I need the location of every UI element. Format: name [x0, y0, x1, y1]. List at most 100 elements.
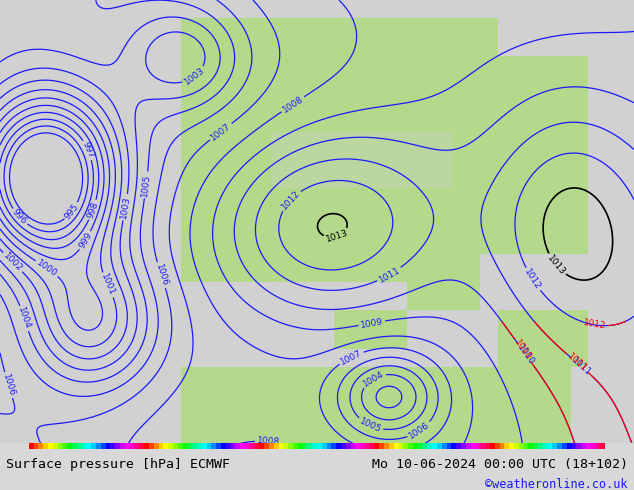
Bar: [600, 443, 605, 449]
Bar: [548, 443, 552, 449]
Bar: [504, 443, 509, 449]
Bar: [327, 443, 332, 449]
Bar: [221, 443, 226, 449]
Bar: [509, 443, 514, 449]
Text: 1012: 1012: [582, 318, 606, 331]
Text: 1008: 1008: [281, 94, 305, 114]
Bar: [216, 443, 221, 449]
Bar: [451, 443, 456, 449]
Text: 1011: 1011: [566, 352, 589, 374]
Bar: [53, 443, 58, 449]
Text: ©weatheronline.co.uk: ©weatheronline.co.uk: [485, 478, 628, 490]
Text: 1010: 1010: [515, 343, 536, 367]
Text: Surface pressure [hPa] ECMWF: Surface pressure [hPa] ECMWF: [6, 458, 230, 471]
Bar: [125, 443, 130, 449]
Bar: [187, 443, 192, 449]
Bar: [543, 443, 548, 449]
Bar: [39, 443, 43, 449]
Bar: [581, 443, 586, 449]
Bar: [356, 443, 360, 449]
Bar: [375, 443, 379, 449]
Text: 998: 998: [86, 200, 100, 220]
Bar: [58, 443, 62, 449]
Text: 1011: 1011: [377, 265, 401, 284]
Bar: [101, 443, 106, 449]
Bar: [245, 443, 250, 449]
Text: 1003: 1003: [119, 195, 132, 219]
Bar: [139, 443, 144, 449]
Text: 1006: 1006: [408, 420, 432, 441]
Bar: [485, 443, 490, 449]
Bar: [62, 443, 67, 449]
Bar: [562, 443, 567, 449]
Bar: [332, 443, 336, 449]
Bar: [269, 443, 274, 449]
Bar: [115, 443, 120, 449]
Bar: [43, 443, 48, 449]
Bar: [322, 443, 327, 449]
Bar: [110, 443, 115, 449]
Bar: [288, 443, 293, 449]
Bar: [365, 443, 370, 449]
Bar: [384, 443, 389, 449]
Bar: [476, 443, 481, 449]
Bar: [389, 443, 394, 449]
Bar: [298, 443, 302, 449]
Bar: [158, 443, 164, 449]
Bar: [399, 443, 403, 449]
Bar: [519, 443, 524, 449]
Bar: [293, 443, 298, 449]
Bar: [461, 443, 466, 449]
Text: 1007: 1007: [339, 348, 363, 367]
Bar: [418, 443, 423, 449]
Bar: [226, 443, 231, 449]
Bar: [379, 443, 384, 449]
Bar: [173, 443, 178, 449]
Bar: [211, 443, 216, 449]
Bar: [283, 443, 288, 449]
Bar: [500, 443, 504, 449]
Text: 1001: 1001: [100, 272, 117, 297]
Bar: [153, 443, 158, 449]
Bar: [456, 443, 461, 449]
Bar: [96, 443, 101, 449]
Bar: [466, 443, 470, 449]
Text: 1008: 1008: [257, 436, 280, 447]
Bar: [168, 443, 173, 449]
Text: Mo 10-06-2024 00:00 UTC (18+102): Mo 10-06-2024 00:00 UTC (18+102): [372, 458, 628, 471]
Bar: [312, 443, 317, 449]
Text: 999: 999: [77, 231, 94, 250]
Bar: [437, 443, 442, 449]
Bar: [255, 443, 259, 449]
Bar: [130, 443, 134, 449]
Bar: [82, 443, 86, 449]
Bar: [567, 443, 572, 449]
Bar: [524, 443, 528, 449]
Text: 1012: 1012: [522, 268, 543, 292]
Bar: [307, 443, 312, 449]
Text: 1010: 1010: [512, 338, 533, 362]
Bar: [106, 443, 110, 449]
Text: 1009: 1009: [359, 317, 384, 329]
Bar: [120, 443, 125, 449]
Bar: [432, 443, 437, 449]
Bar: [72, 443, 77, 449]
Bar: [447, 443, 451, 449]
Bar: [427, 443, 432, 449]
Bar: [346, 443, 351, 449]
Bar: [552, 443, 557, 449]
Text: 1000: 1000: [35, 258, 59, 278]
Text: 1013: 1013: [545, 253, 567, 276]
Bar: [490, 443, 495, 449]
Bar: [591, 443, 595, 449]
Bar: [192, 443, 197, 449]
Bar: [67, 443, 72, 449]
Bar: [207, 443, 211, 449]
Bar: [351, 443, 356, 449]
Bar: [423, 443, 427, 449]
Text: 1005: 1005: [358, 416, 383, 434]
Bar: [360, 443, 365, 449]
Bar: [183, 443, 187, 449]
Bar: [34, 443, 39, 449]
Bar: [394, 443, 399, 449]
